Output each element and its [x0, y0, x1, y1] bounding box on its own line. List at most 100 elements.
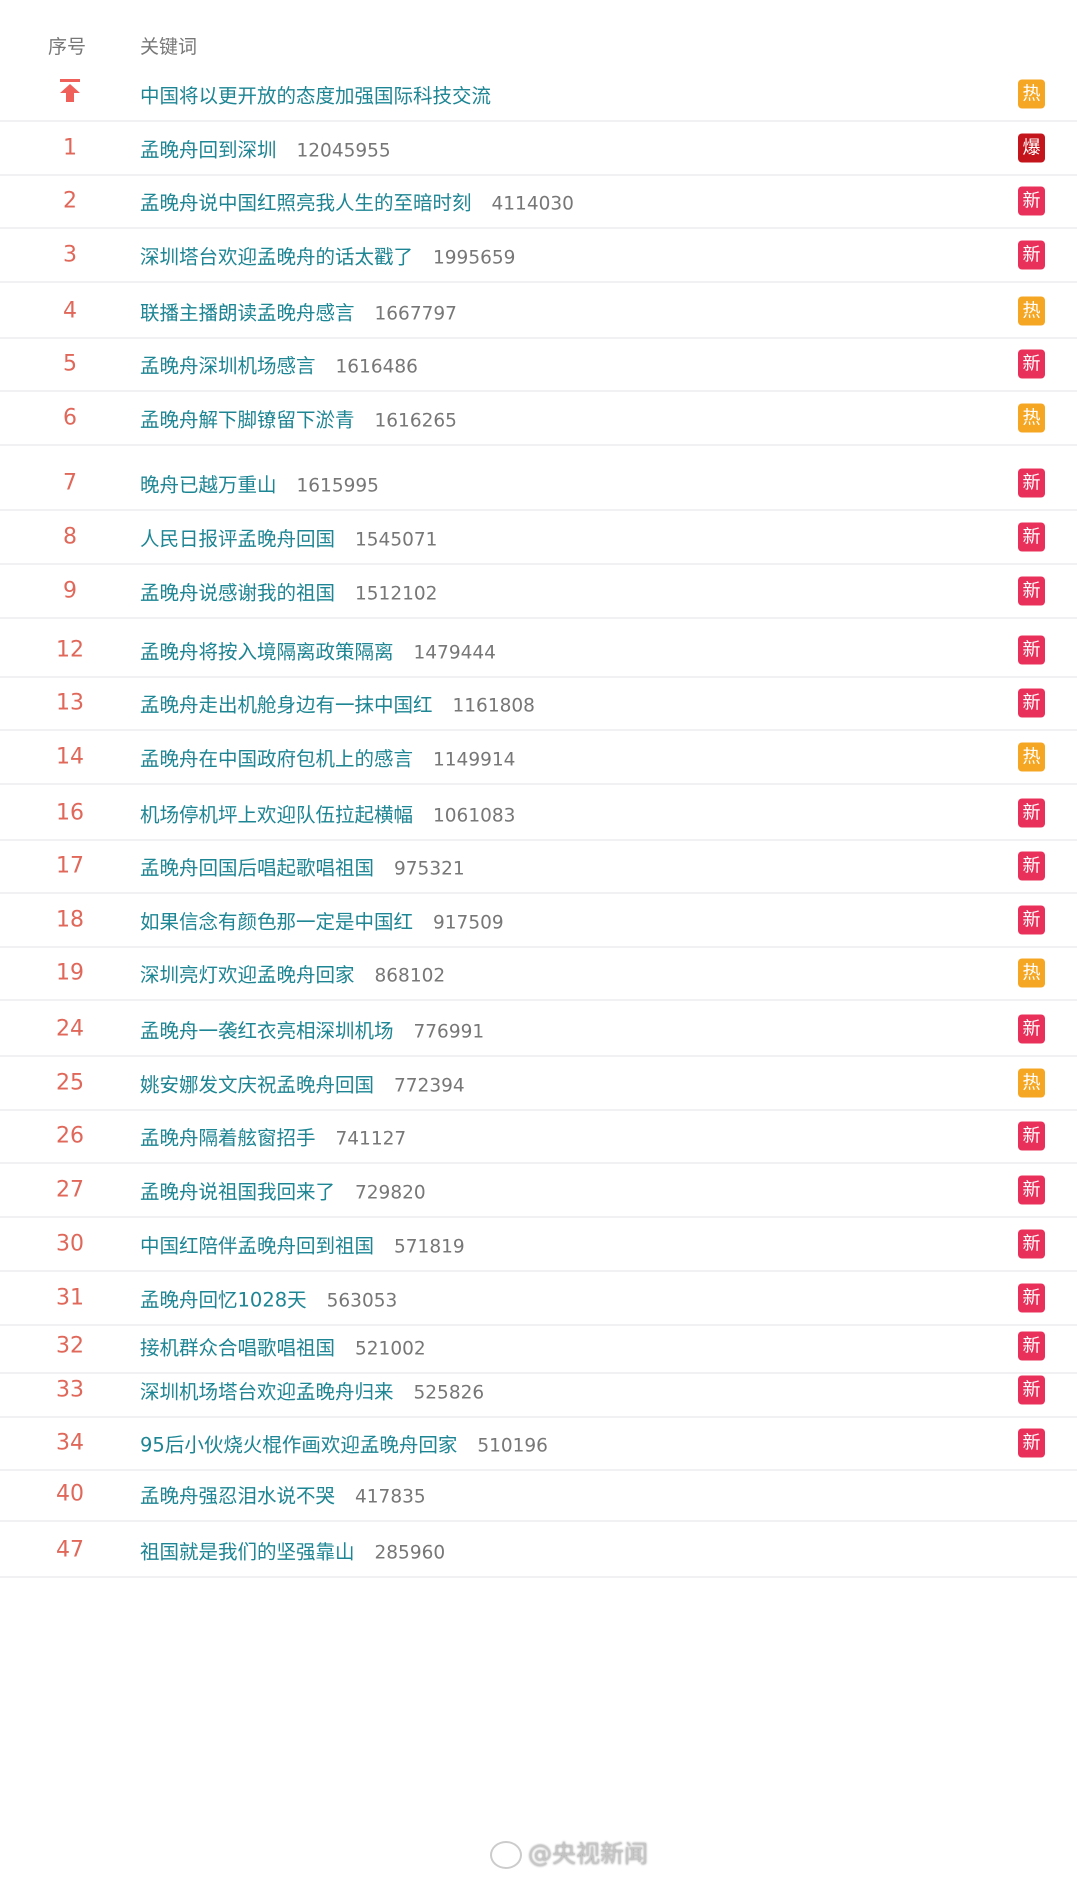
- table-row[interactable]: 6 孟晚舟解下脚镣留下淤青 1616265 热: [0, 392, 1077, 446]
- keyword-text[interactable]: 人民日报评孟晚舟回国: [140, 527, 336, 551]
- search-count: 1667797: [374, 303, 457, 325]
- keyword-text[interactable]: 姚安娜发文庆祝孟晚舟回国: [140, 1073, 375, 1097]
- table-row[interactable]: 33 深圳机场塔台欢迎孟晚舟归来 525826 新: [0, 1364, 1077, 1418]
- keyword-text[interactable]: 祖国就是我们的坚强靠山: [140, 1540, 355, 1564]
- keyword-text[interactable]: 孟晚舟回忆1028天: [140, 1288, 307, 1312]
- keyword-link[interactable]: 晚舟已越万重山 1615995: [140, 469, 379, 498]
- pinned-row[interactable]: 中国将以更开放的态度加强国际科技交流 热: [0, 68, 1077, 122]
- table-row[interactable]: 25 姚安娜发文庆祝孟晚舟回国 772394 热: [0, 1057, 1077, 1111]
- table-row[interactable]: 14 孟晚舟在中国政府包机上的感言 1149914 热: [0, 731, 1077, 785]
- keyword-text[interactable]: 95后小伙烧火棍作画欢迎孟晚舟回家: [140, 1433, 458, 1457]
- keyword-text[interactable]: 接机群众合唱歌唱祖国: [140, 1336, 336, 1360]
- table-row[interactable]: 19 深圳亮灯欢迎孟晚舟回家 868102 热: [0, 947, 1077, 1001]
- keyword-link[interactable]: 孟晚舟隔着舷窗招手 741127: [140, 1122, 406, 1151]
- table-row[interactable]: 24 孟晚舟一袭红衣亮相深圳机场 776991 新: [0, 1003, 1077, 1057]
- keyword-link[interactable]: 深圳亮灯欢迎孟晚舟回家 868102: [140, 959, 445, 988]
- weibo-logo-icon: [490, 1841, 522, 1869]
- keyword-link[interactable]: 孟晚舟在中国政府包机上的感言 1149914: [140, 743, 515, 772]
- badge-new: 新: [1018, 1428, 1045, 1458]
- table-row[interactable]: 7 晚舟已越万重山 1615995 新: [0, 457, 1077, 511]
- keyword-text[interactable]: 孟晚舟走出机舱身边有一抹中国红: [140, 693, 433, 717]
- table-row[interactable]: 16 机场停机坪上欢迎队伍拉起横幅 1061083 新: [0, 787, 1077, 841]
- table-row[interactable]: 2 孟晚舟说中国红照亮我人生的至暗时刻 4114030 新: [0, 175, 1077, 229]
- keyword-text[interactable]: 中国红陪伴孟晚舟回到祖国: [140, 1234, 375, 1258]
- keyword-text[interactable]: 孟晚舟说祖国我回来了: [140, 1180, 336, 1204]
- keyword-link[interactable]: 人民日报评孟晚舟回国 1545071: [140, 523, 437, 552]
- keyword-link[interactable]: 孟晚舟走出机舱身边有一抹中国红 1161808: [140, 689, 535, 718]
- search-count: 1995659: [433, 247, 516, 269]
- keyword-link[interactable]: 孟晚舟解下脚镣留下淤青 1616265: [140, 404, 457, 433]
- keyword-text[interactable]: 深圳亮灯欢迎孟晚舟回家: [140, 963, 355, 987]
- keyword-text[interactable]: 孟晚舟深圳机场感言: [140, 354, 316, 378]
- table-row[interactable]: 32 接机群众合唱歌唱祖国 521002 新: [0, 1320, 1077, 1374]
- keyword-text[interactable]: 孟晚舟回到深圳: [140, 138, 277, 162]
- table-row[interactable]: 40 孟晚舟强忍泪水说不哭 417835: [0, 1468, 1077, 1522]
- keyword-text[interactable]: 孟晚舟一袭红衣亮相深圳机场: [140, 1019, 394, 1043]
- rank-number: 16: [56, 800, 84, 826]
- rank-number: 8: [63, 524, 77, 550]
- table-row[interactable]: 5 孟晚舟深圳机场感言 1616486 新: [0, 338, 1077, 392]
- keyword-link[interactable]: 孟晚舟回国后唱起歌唱祖国 975321: [140, 852, 465, 881]
- keyword-link[interactable]: 孟晚舟深圳机场感言 1616486: [140, 350, 418, 379]
- keyword-text[interactable]: 机场停机坪上欢迎队伍拉起横幅: [140, 803, 414, 827]
- badge-hot: 热: [1018, 958, 1045, 988]
- keyword-link[interactable]: 深圳塔台欢迎孟晚舟的话太戳了 1995659: [140, 241, 515, 270]
- table-row[interactable]: 26 孟晚舟隔着舷窗招手 741127 新: [0, 1110, 1077, 1164]
- rank-number: 25: [56, 1070, 84, 1096]
- badge-hot: 热: [1018, 79, 1045, 109]
- table-row[interactable]: 27 孟晚舟说祖国我回来了 729820 新: [0, 1164, 1077, 1218]
- keyword-link[interactable]: 孟晚舟说祖国我回来了 729820: [140, 1176, 426, 1205]
- keyword-link[interactable]: 机场停机坪上欢迎队伍拉起横幅 1061083: [140, 799, 515, 828]
- keyword-text[interactable]: 晚舟已越万重山: [140, 473, 277, 497]
- table-row[interactable]: 9 孟晚舟说感谢我的祖国 1512102 新: [0, 565, 1077, 619]
- table-row[interactable]: 1 孟晚舟回到深圳 12045955 爆: [0, 122, 1077, 176]
- rank-number: 7: [63, 470, 77, 496]
- rank-number: 3: [63, 242, 77, 268]
- table-row[interactable]: 3 深圳塔台欢迎孟晚舟的话太戳了 1995659 新: [0, 229, 1077, 283]
- table-row[interactable]: 30 中国红陪伴孟晚舟回到祖国 571819 新: [0, 1218, 1077, 1272]
- keyword-text[interactable]: 如果信念有颜色那一定是中国红: [140, 910, 414, 934]
- keyword-link[interactable]: 孟晚舟回忆1028天 563053: [140, 1284, 397, 1313]
- table-row[interactable]: 4 联播主播朗读孟晚舟感言 1667797 热: [0, 285, 1077, 339]
- table-row[interactable]: 18 如果信念有颜色那一定是中国红 917509 新: [0, 894, 1077, 948]
- table-row[interactable]: 17 孟晚舟回国后唱起歌唱祖国 975321 新: [0, 840, 1077, 894]
- keyword-link[interactable]: 接机群众合唱歌唱祖国 521002: [140, 1332, 426, 1361]
- keyword-text[interactable]: 孟晚舟将按入境隔离政策隔离: [140, 640, 394, 664]
- keyword-link[interactable]: 孟晚舟说中国红照亮我人生的至暗时刻 4114030: [140, 187, 574, 216]
- keyword-link[interactable]: 深圳机场塔台欢迎孟晚舟归来 525826: [140, 1376, 484, 1405]
- keyword-text[interactable]: 联播主播朗读孟晚舟感言: [140, 301, 355, 325]
- keyword-text[interactable]: 孟晚舟说感谢我的祖国: [140, 581, 336, 605]
- keyword-text[interactable]: 孟晚舟在中国政府包机上的感言: [140, 747, 414, 771]
- rank-number: 9: [63, 578, 77, 604]
- keyword-text[interactable]: 孟晚舟隔着舷窗招手: [140, 1126, 316, 1150]
- keyword-link[interactable]: 中国红陪伴孟晚舟回到祖国 571819: [140, 1230, 465, 1259]
- table-row[interactable]: 31 孟晚舟回忆1028天 563053 新: [0, 1272, 1077, 1326]
- keyword-link[interactable]: 95后小伙烧火棍作画欢迎孟晚舟回家 510196: [140, 1429, 548, 1458]
- keyword-text[interactable]: 孟晚舟解下脚镣留下淤青: [140, 408, 355, 432]
- keyword-link[interactable]: 祖国就是我们的坚强靠山 285960: [140, 1536, 445, 1565]
- keyword-text[interactable]: 孟晚舟强忍泪水说不哭: [140, 1484, 336, 1508]
- keyword-link[interactable]: 孟晚舟说感谢我的祖国 1512102: [140, 577, 437, 606]
- keyword-text[interactable]: 孟晚舟说中国红照亮我人生的至暗时刻: [140, 191, 472, 215]
- keyword-text[interactable]: 深圳塔台欢迎孟晚舟的话太戳了: [140, 245, 414, 269]
- table-row[interactable]: 47 祖国就是我们的坚强靠山 285960: [0, 1524, 1077, 1578]
- table-row[interactable]: 12 孟晚舟将按入境隔离政策隔离 1479444 新: [0, 624, 1077, 678]
- table-row[interactable]: 8 人民日报评孟晚舟回国 1545071 新: [0, 511, 1077, 565]
- keyword-link[interactable]: 中国将以更开放的态度加强国际科技交流: [140, 84, 492, 108]
- keyword-link[interactable]: 孟晚舟一袭红衣亮相深圳机场 776991: [140, 1015, 484, 1044]
- table-row[interactable]: 34 95后小伙烧火棍作画欢迎孟晚舟回家 510196 新: [0, 1417, 1077, 1471]
- keyword-link[interactable]: 孟晚舟回到深圳 12045955: [140, 134, 391, 163]
- keyword-link[interactable]: 姚安娜发文庆祝孟晚舟回国 772394: [140, 1069, 465, 1098]
- search-count: 521002: [355, 1338, 426, 1360]
- keyword-link[interactable]: 孟晚舟将按入境隔离政策隔离 1479444: [140, 636, 496, 665]
- badge-new: 新: [1018, 1014, 1045, 1044]
- keyword-text[interactable]: 孟晚舟回国后唱起歌唱祖国: [140, 856, 375, 880]
- rank-number: 13: [56, 690, 84, 716]
- keyword-link[interactable]: 如果信念有颜色那一定是中国红 917509: [140, 906, 504, 935]
- rank-number: 19: [56, 960, 84, 986]
- rank-number: 47: [56, 1537, 84, 1563]
- keyword-link[interactable]: 联播主播朗读孟晚舟感言 1667797: [140, 297, 457, 326]
- keyword-link[interactable]: 孟晚舟强忍泪水说不哭 417835: [140, 1480, 426, 1509]
- keyword-text[interactable]: 深圳机场塔台欢迎孟晚舟归来: [140, 1380, 394, 1404]
- table-row[interactable]: 13 孟晚舟走出机舱身边有一抹中国红 1161808 新: [0, 677, 1077, 731]
